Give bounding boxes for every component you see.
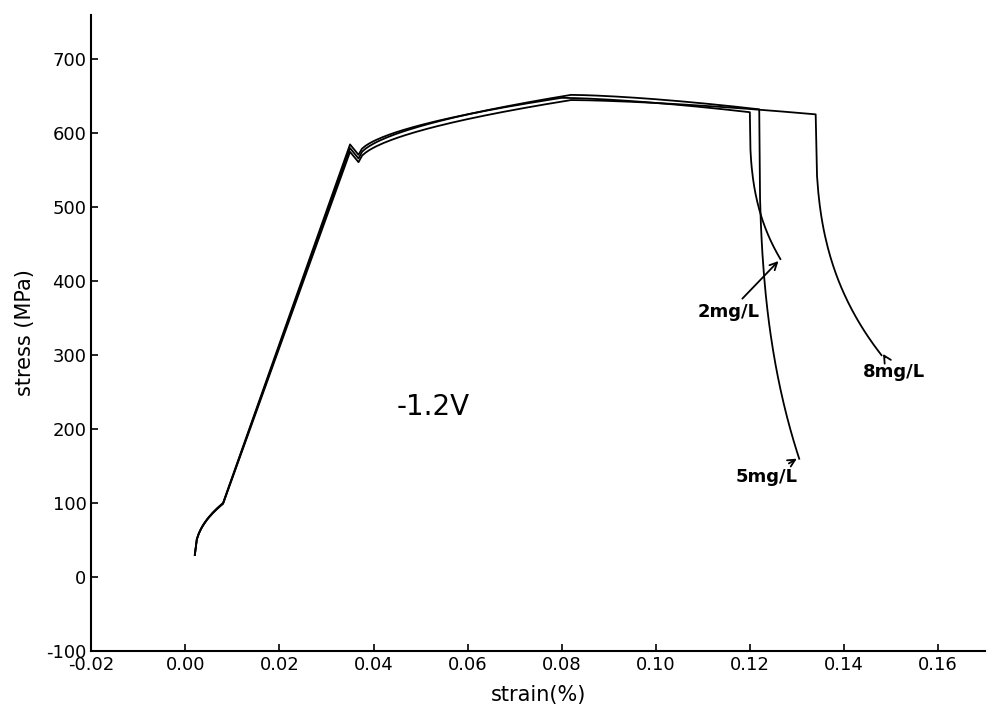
- Text: 5mg/L: 5mg/L: [736, 459, 798, 485]
- Y-axis label: stress (MPa): stress (MPa): [15, 269, 35, 397]
- Text: -1.2V: -1.2V: [397, 393, 470, 421]
- Text: 8mg/L: 8mg/L: [863, 356, 925, 381]
- X-axis label: strain(%): strain(%): [490, 685, 586, 705]
- Text: 2mg/L: 2mg/L: [698, 263, 777, 321]
